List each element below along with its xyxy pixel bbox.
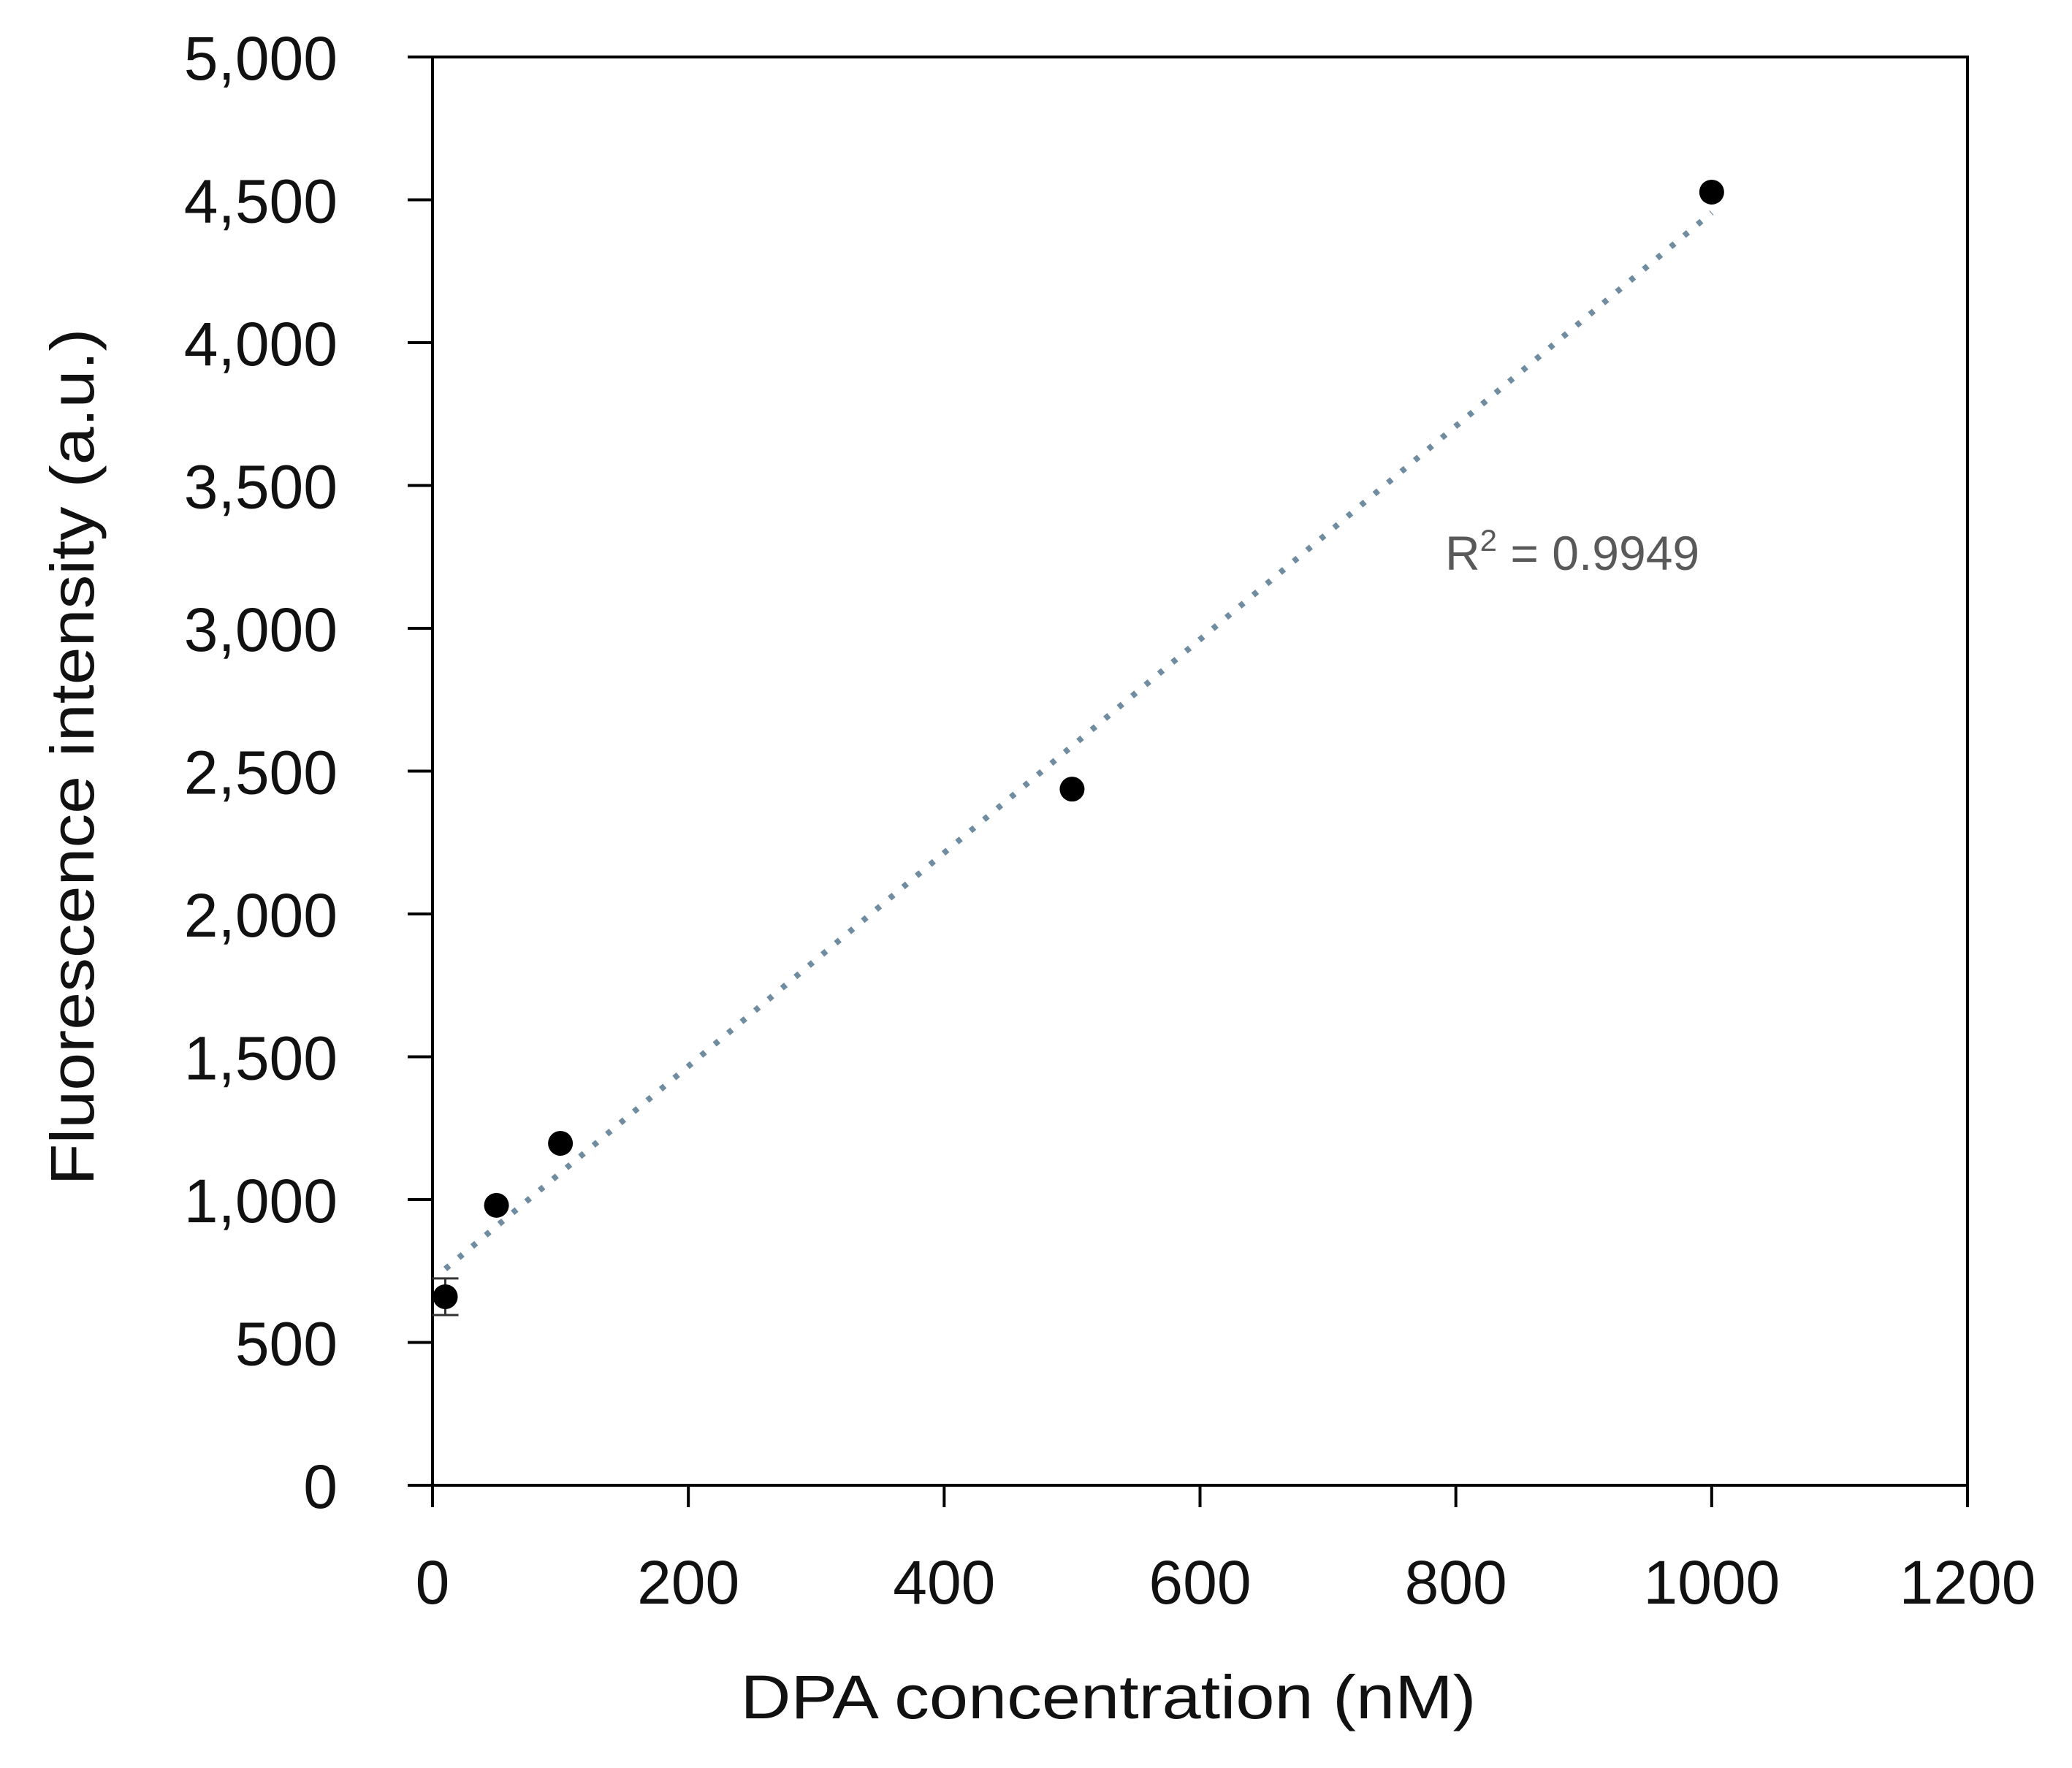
y-tick-label: 2,500 (184, 739, 338, 807)
r-squared-sup: 2 (1480, 523, 1497, 557)
y-axis-title: Fluorescence intensity (a.u.) (38, 329, 107, 1186)
x-axis-ticks: 0 200 400 600 800 1000 1200 (416, 1485, 2036, 1617)
x-tick-label: 600 (1149, 1548, 1251, 1617)
trendline (443, 210, 1714, 1271)
y-axis-ticks: 0 500 1,000 1,500 2,000 2,500 3,000 3,500 4,000 4… (184, 24, 433, 1521)
data-point (1059, 777, 1085, 802)
y-tick-label: 0 (303, 1452, 338, 1521)
x-tick-label: 400 (893, 1548, 995, 1617)
r-squared-annotation: R2 = 0.9949 (1445, 523, 1699, 580)
trendline-path (443, 210, 1714, 1271)
y-tick-label: 2,000 (184, 881, 338, 950)
y-tick-label: 500 (235, 1310, 338, 1379)
x-tick-label: 0 (416, 1548, 450, 1617)
data-point (548, 1130, 574, 1156)
y-tick-label: 3,500 (184, 453, 338, 522)
y-tick-label: 1,000 (184, 1167, 338, 1235)
r-squared-value: = 0.9949 (1497, 526, 1699, 580)
y-tick-label: 5,000 (184, 24, 338, 93)
y-tick-label: 4,000 (184, 310, 338, 378)
y-tick-label: 4,500 (184, 167, 338, 236)
plot-border (431, 56, 1969, 1487)
y-tick-label: 1,500 (184, 1024, 338, 1093)
x-tick-label: 800 (1405, 1548, 1507, 1617)
data-point (1699, 179, 1724, 205)
r-squared-r: R (1445, 526, 1480, 580)
x-tick-label: 200 (637, 1548, 739, 1617)
x-tick-label: 1000 (1643, 1548, 1780, 1617)
plot-frame (431, 56, 1969, 1487)
y-tick-label: 3,000 (184, 595, 338, 664)
data-point (433, 1284, 458, 1309)
data-points (433, 179, 1724, 1309)
data-point (484, 1192, 509, 1218)
x-tick-label: 1200 (1900, 1548, 2036, 1617)
x-axis-title: DPA concentration (nM) (741, 1663, 1477, 1731)
